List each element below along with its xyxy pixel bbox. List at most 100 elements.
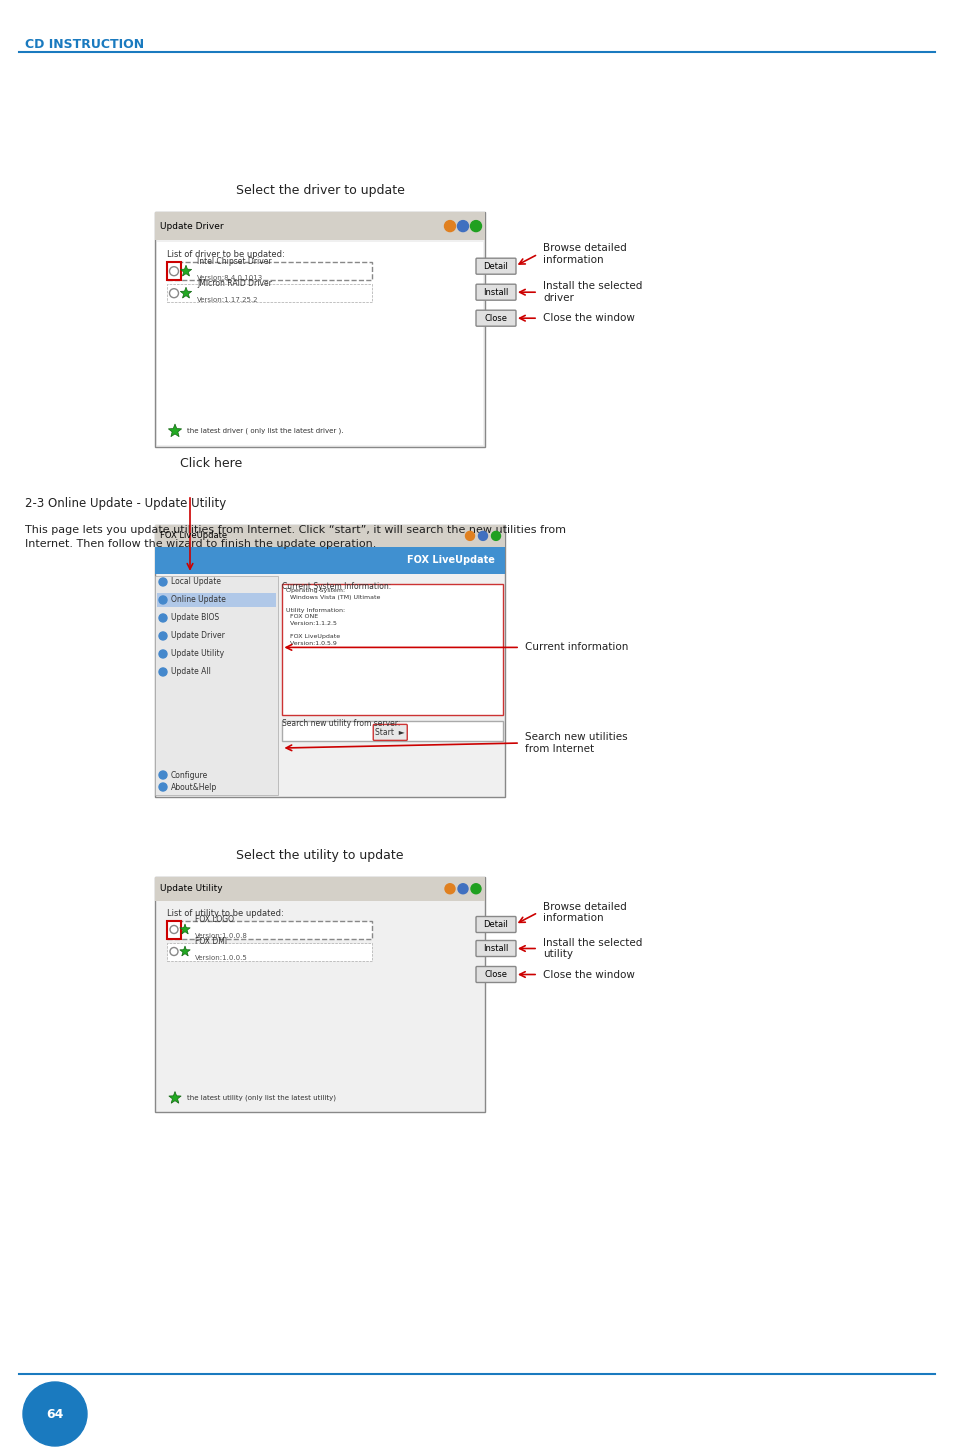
Circle shape (159, 632, 167, 640)
Text: Install the selected
utility: Install the selected utility (542, 938, 641, 960)
Circle shape (159, 578, 167, 587)
Text: Update BIOS: Update BIOS (171, 613, 219, 623)
Text: CD INSTRUCTION: CD INSTRUCTION (25, 38, 144, 51)
Polygon shape (180, 287, 192, 298)
Text: FOX LiveUpdate: FOX LiveUpdate (407, 555, 495, 565)
Circle shape (170, 925, 178, 934)
FancyBboxPatch shape (476, 285, 516, 301)
Text: This page lets you update utilities from Internet. Click “start”, it will search: This page lets you update utilities from… (25, 526, 565, 549)
Bar (154, 526, 504, 547)
Text: Operating System:
  Windows Vista (TM) Ultimate

Utility Information:
  FOX ONE
: Operating System: Windows Vista (TM) Ult… (286, 588, 380, 646)
Bar (157, 242, 482, 444)
Circle shape (159, 595, 167, 604)
Circle shape (465, 531, 474, 540)
Bar (281, 584, 502, 716)
Bar (154, 877, 484, 900)
Text: Detail: Detail (483, 261, 508, 270)
Text: the latest utility (only list the latest utility): the latest utility (only list the latest… (187, 1095, 335, 1101)
Text: List of driver to be updated:: List of driver to be updated: (167, 250, 284, 260)
Text: Select the driver to update: Select the driver to update (235, 184, 404, 197)
Text: Update Driver: Update Driver (160, 222, 223, 231)
Text: Close the window: Close the window (542, 314, 634, 324)
Circle shape (159, 771, 167, 780)
Text: Update Driver: Update Driver (171, 632, 225, 640)
Text: Close the window: Close the window (542, 970, 634, 980)
Bar (167, 263, 181, 280)
Circle shape (159, 668, 167, 677)
Polygon shape (169, 1092, 181, 1104)
Circle shape (159, 783, 167, 791)
Text: Install the selected
driver: Install the selected driver (542, 282, 641, 303)
Text: Current System Information:: Current System Information: (281, 582, 391, 591)
Bar (167, 285, 372, 302)
FancyBboxPatch shape (476, 941, 516, 957)
Text: Local Update: Local Update (171, 578, 221, 587)
Circle shape (471, 884, 480, 894)
Text: Online Update: Online Update (171, 595, 226, 604)
Text: 2-3 Online Update - Update Utility: 2-3 Online Update - Update Utility (25, 497, 226, 510)
Text: Close: Close (484, 970, 507, 979)
FancyBboxPatch shape (476, 916, 516, 932)
Text: JMicron RAID Driver: JMicron RAID Driver (196, 279, 272, 287)
Text: Search new utilities
from Internet: Search new utilities from Internet (524, 732, 627, 754)
Circle shape (159, 614, 167, 621)
Text: Version:1.0.0.8: Version:1.0.0.8 (194, 934, 248, 939)
Circle shape (457, 884, 468, 894)
Text: FOX LiveUpdate: FOX LiveUpdate (160, 531, 227, 540)
Text: List of utility to be updated:: List of utility to be updated: (167, 909, 283, 918)
Bar (167, 921, 181, 938)
Text: FOX DMI: FOX DMI (194, 938, 227, 947)
Text: Update Utility: Update Utility (160, 884, 222, 893)
Bar (157, 592, 275, 607)
Circle shape (457, 221, 468, 232)
Bar (167, 263, 372, 280)
Circle shape (478, 531, 487, 540)
Text: Update All: Update All (171, 668, 211, 677)
Bar (167, 942, 372, 961)
FancyBboxPatch shape (476, 258, 516, 274)
Text: Search new utility from server:: Search new utility from server: (281, 719, 399, 729)
Text: Browse detailed
information: Browse detailed information (542, 902, 626, 923)
Text: Update Utility: Update Utility (171, 649, 224, 658)
Polygon shape (179, 923, 190, 934)
FancyBboxPatch shape (476, 967, 516, 983)
Polygon shape (168, 424, 181, 437)
Circle shape (444, 221, 455, 232)
Text: Intel Chipset Driver: Intel Chipset Driver (196, 257, 272, 266)
Circle shape (170, 948, 178, 955)
Text: Version:8.4.0.1013: Version:8.4.0.1013 (196, 276, 263, 282)
Bar (167, 921, 372, 938)
Bar (154, 212, 484, 240)
Polygon shape (180, 266, 192, 276)
Circle shape (470, 221, 481, 232)
Text: Configure: Configure (171, 771, 208, 780)
Circle shape (491, 531, 500, 540)
Circle shape (23, 1382, 87, 1446)
Circle shape (444, 884, 455, 894)
Bar (281, 722, 502, 742)
Text: Install: Install (483, 287, 508, 296)
Text: About&Help: About&Help (171, 783, 217, 791)
Text: Click here: Click here (180, 457, 242, 470)
Circle shape (170, 289, 178, 298)
FancyBboxPatch shape (154, 526, 504, 797)
Text: Browse detailed
information: Browse detailed information (542, 244, 626, 266)
Text: Close: Close (484, 314, 507, 322)
Bar (154, 547, 504, 574)
Text: Select the utility to update: Select the utility to update (236, 849, 403, 862)
Text: Start  ►: Start ► (375, 727, 405, 736)
Text: Version:1.0.0.5: Version:1.0.0.5 (194, 955, 248, 961)
Text: Current information: Current information (524, 642, 628, 652)
Circle shape (159, 650, 167, 658)
Text: Version:1.17.25.2: Version:1.17.25.2 (196, 298, 258, 303)
Text: the latest driver ( only list the latest driver ).: the latest driver ( only list the latest… (187, 428, 343, 434)
Circle shape (170, 267, 178, 276)
Text: Detail: Detail (483, 921, 508, 929)
Text: FOX LOGO: FOX LOGO (194, 916, 233, 925)
Polygon shape (179, 947, 190, 955)
FancyBboxPatch shape (154, 212, 484, 447)
Bar (154, 576, 277, 796)
FancyBboxPatch shape (373, 725, 407, 741)
Text: Install: Install (483, 944, 508, 953)
FancyBboxPatch shape (476, 311, 516, 327)
